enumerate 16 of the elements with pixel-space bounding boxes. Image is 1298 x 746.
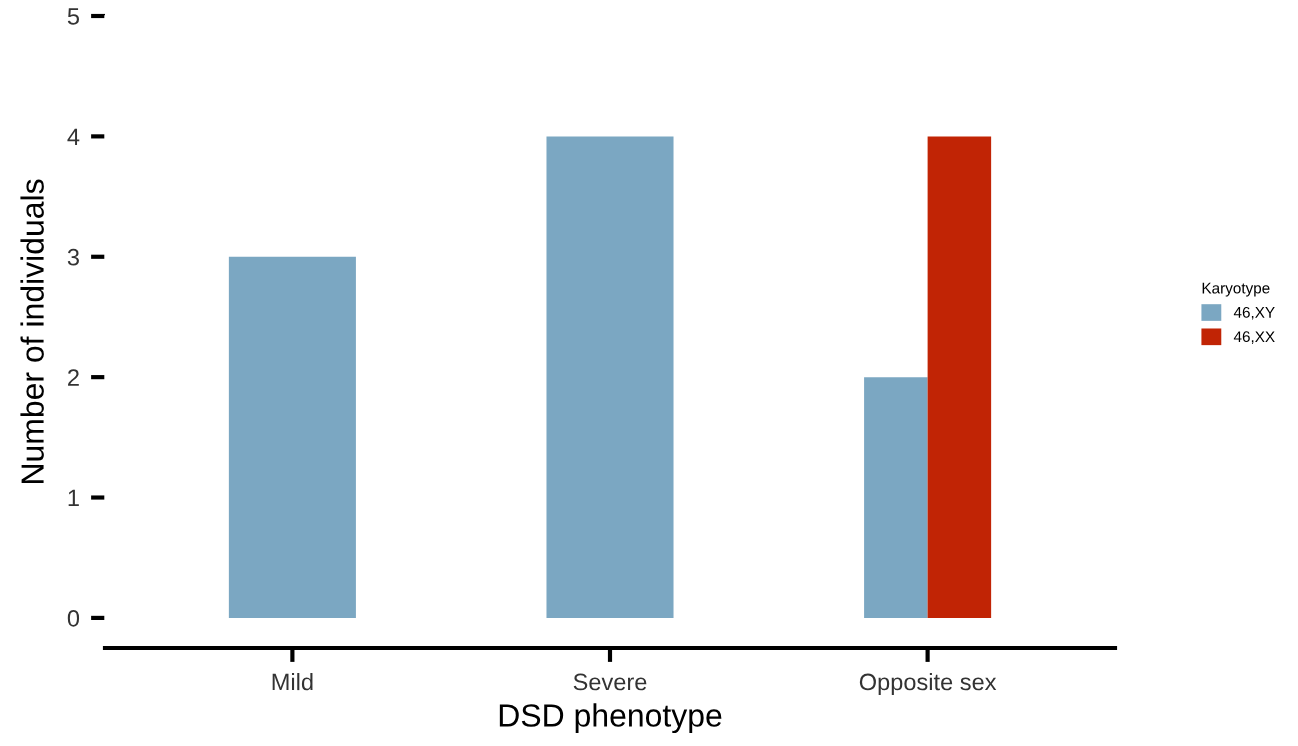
x-tick-label: Opposite sex — [859, 673, 997, 696]
y-tick-label: 0 — [67, 609, 80, 627]
bar — [228, 256, 356, 618]
legend-label: 46,XY — [1233, 306, 1275, 320]
legend-title: Karyotype — [1202, 282, 1270, 297]
x-tick-label: Severe — [573, 673, 647, 691]
x-axis-title: DSD phenotype — [499, 703, 722, 734]
y-axis-title: Number of individuals — [20, 179, 44, 483]
x-tick-label: Mild — [272, 673, 313, 691]
legend-label: 46,XX — [1233, 331, 1275, 344]
y-tick-label: 3 — [67, 248, 79, 266]
y-tick-label: 2 — [68, 369, 79, 386]
y-tick-label: 5 — [67, 8, 80, 25]
y-tick-label: 1 — [68, 489, 79, 507]
bar — [927, 136, 992, 618]
y-tick-label: 4 — [67, 128, 80, 145]
